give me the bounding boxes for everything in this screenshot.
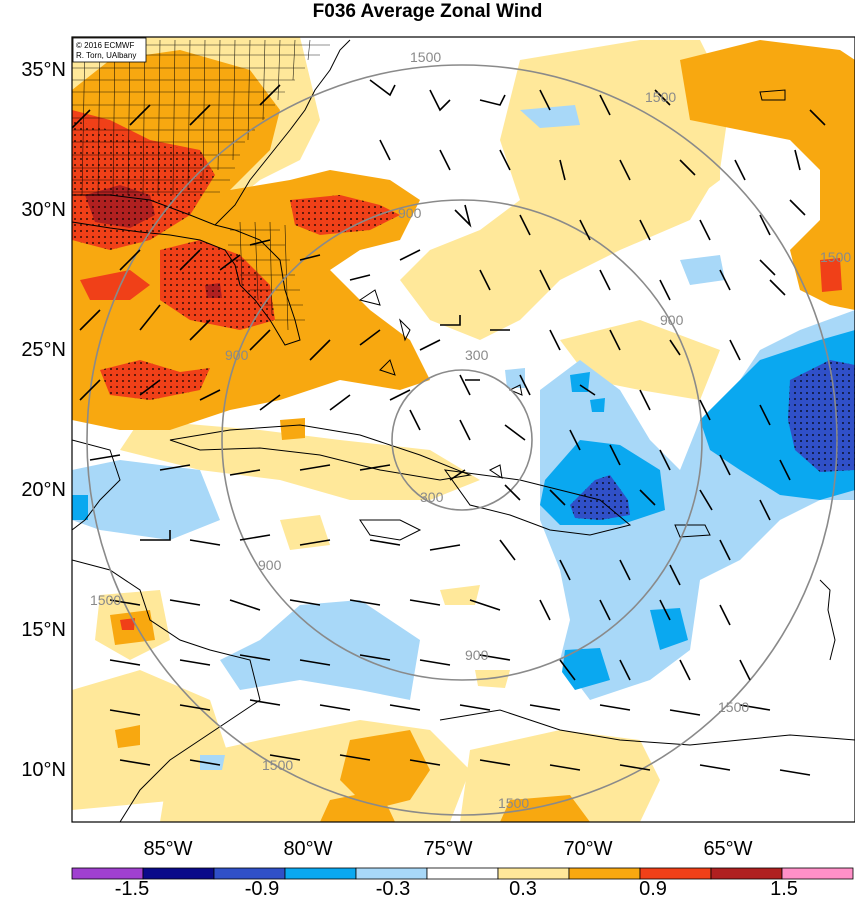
colorbar-tick-label: -0.3: [376, 878, 410, 900]
colorbar-swatch: [284, 867, 357, 880]
lat-label: 25°N: [21, 339, 66, 361]
map-panel: [72, 37, 855, 822]
colorbar-tick-label: -1.5: [115, 878, 149, 900]
contour-label: 900: [258, 557, 282, 573]
lon-label: 75°W: [423, 838, 472, 860]
colorbar-tick-label: -0.9: [245, 878, 279, 900]
colorbar-swatch: [568, 867, 641, 880]
lon-label: 85°W: [143, 838, 192, 860]
wind-barbs: [72, 79, 826, 776]
credit-line-2: R. Torn, UAlbany: [76, 51, 136, 60]
latitude-labels: 35°N 30°N 25°N 20°N 15°N 10°N: [21, 59, 66, 781]
lat-label: 10°N: [21, 759, 66, 781]
contour-label: 1500: [645, 89, 676, 105]
map-title: F036 Average Zonal Wind: [312, 1, 543, 22]
colorbar-swatch: [426, 867, 499, 880]
contour-label: 1500: [262, 757, 293, 773]
contour-label: 1500: [498, 795, 529, 811]
lon-label: 70°W: [563, 838, 612, 860]
lat-label: 35°N: [21, 59, 66, 81]
contour-label: 1500: [820, 249, 851, 265]
contour-label: 900: [225, 347, 249, 363]
contour-label: 900: [398, 205, 422, 221]
colorbar-tick-label: 0.9: [639, 878, 667, 900]
contour-label: 1500: [718, 699, 749, 715]
distance-contours: [86, 64, 838, 816]
significance-stipple: [72, 120, 855, 520]
credit-box: [72, 37, 147, 63]
contour-label: 300: [465, 347, 489, 363]
colorbar-tick-label: 1.5: [770, 878, 798, 900]
contour-label: 300: [420, 489, 444, 505]
contour-label: 1500: [410, 49, 441, 65]
map-frame: [71, 36, 855, 823]
contour-label: 900: [660, 312, 684, 328]
lon-label: 80°W: [283, 838, 332, 860]
longitude-labels: 85°W 80°W 75°W 70°W 65°W: [143, 838, 752, 860]
contour-label: 1500: [90, 592, 121, 608]
colorbar-swatch: [781, 867, 854, 880]
colorbar: [71, 867, 854, 880]
contour-label: 900: [465, 647, 489, 663]
credit-line-1: © 2016 ECMWF: [76, 41, 134, 50]
colorbar-tick-label: 0.3: [509, 878, 537, 900]
lat-label: 30°N: [21, 199, 66, 221]
contour-labels: 300 300 900 900 900 900 900 1500 1500 15…: [90, 49, 851, 811]
lon-label: 65°W: [703, 838, 752, 860]
lat-label: 15°N: [21, 619, 66, 641]
lat-label: 20°N: [21, 479, 66, 501]
colorbar-swatch: [142, 867, 215, 880]
colorbar-labels: -1.5 -0.9 -0.3 0.3 0.9 1.5: [115, 878, 798, 900]
